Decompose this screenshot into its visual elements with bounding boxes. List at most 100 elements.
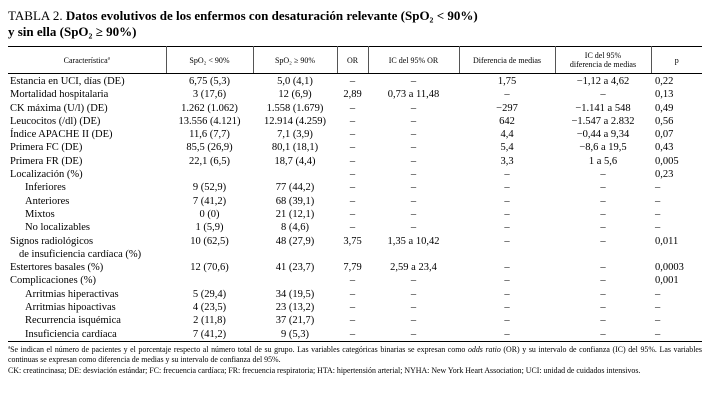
cell-ic-or: – (410, 328, 417, 340)
cell-ic-dif: −1,12 a 4,62 (576, 76, 630, 87)
table-row: Leucocitos (/dl) (DE) 13.556 (4.121) 12.91… (8, 115, 702, 128)
cell-c1: 1.262 (1.062) (181, 102, 238, 114)
cell-p: – (655, 302, 661, 314)
cell-or: – (349, 195, 356, 207)
row-label: Localización (%) (10, 169, 83, 181)
cell-dif: – (504, 89, 510, 101)
cell-c1: 1 (5,9) (195, 222, 224, 234)
cell-c2: 23 (13,2) (275, 302, 315, 314)
row-label: No localizables (25, 222, 91, 234)
cell-p: – (655, 315, 661, 327)
table-row: Arritmias hiperactivas 5 (29,4) 34 (19,5) –… (8, 288, 702, 301)
cell-dif: – (504, 222, 510, 234)
cell-c1: 6,75 (5,3) (188, 76, 231, 87)
cell-ic-dif: −8,6 a 19,5 (579, 142, 627, 154)
row-label: Insuficiencia cardíaca (25, 328, 117, 340)
cell-or: – (349, 155, 356, 167)
row-label: Primera FR (DE) (10, 155, 83, 167)
table-row: Índice APACHE II (DE) 11,6 (7,7) 7,1 (3,9)… (8, 128, 702, 141)
cell-c2: 80,1 (18,1) (271, 142, 319, 154)
cell-c2: 8 (4,6) (281, 222, 309, 234)
table-row: Anteriores 7 (41,2) 68 (39,1) – – – – – (8, 195, 702, 208)
cell-dif: – (504, 288, 510, 300)
data-table: Característicaa SpO₂ < 90% SpO₂ ≥ 90% OR… (8, 46, 702, 342)
cell-c2: 37 (21,7) (275, 315, 315, 327)
cell-ic-dif: −0,44 a 9,34 (576, 129, 630, 141)
cell-dif: – (504, 195, 510, 207)
cell-ic-or: – (410, 169, 417, 181)
cell-or: 2,89 (343, 89, 362, 101)
cell-dif: 4,4 (500, 129, 514, 141)
table-title-line1: Datos evolutivos de los enfermos con des… (65, 8, 478, 23)
table-row: Primera FC (DE) 85,5 (26,9) 80,1 (18,1) – – 5… (8, 141, 702, 154)
row-label: Recurrencia isquémica (25, 315, 121, 327)
cell-c1: 0 (0) (199, 208, 220, 220)
col-header-caracteristica: Característicaa (8, 46, 166, 74)
cell-or: – (349, 328, 356, 340)
cell-ic-dif: – (600, 169, 606, 181)
col-header-p: p (650, 46, 702, 74)
cell-ic-dif: – (600, 89, 606, 101)
row-label: Leucocitos (/dl) (DE) (10, 115, 101, 127)
cell-p: 0,43 (655, 142, 674, 154)
cell-ic-or: – (410, 302, 417, 314)
cell-or: – (349, 115, 356, 127)
cell-or: – (349, 169, 356, 181)
cell-c1: 12 (70,6) (190, 262, 229, 274)
cell-ic-or: – (410, 155, 417, 167)
cell-or: – (349, 182, 356, 194)
cell-c1: 22,1 (6,5) (188, 155, 231, 167)
cell-c2: 68 (39,1) (275, 195, 315, 207)
cell-dif: −297 (496, 102, 518, 114)
cell-or: – (349, 208, 356, 220)
table-row: Localización (%) – – – – 0,23 (8, 168, 702, 181)
cell-dif: 3,3 (500, 155, 514, 167)
row-label-line2: de insuficiencia cardíaca (%) (19, 248, 142, 260)
cell-or: – (349, 76, 356, 87)
cell-c1: 4 (23,5) (192, 302, 227, 314)
cell-c1: 10 (62,5) (190, 235, 229, 247)
col-header-ic-dif-line2: diferencia de medias (569, 60, 637, 69)
col-header-caracteristica-text: Característica (63, 55, 108, 65)
row-label: CK máxima (U/l) (DE) (10, 102, 108, 114)
cell-p: – (655, 195, 661, 207)
row-label: Inferiores (25, 182, 66, 194)
cell-p: 0,0003 (655, 262, 684, 274)
cell-dif: – (504, 262, 510, 274)
cell-p: 0,011 (655, 235, 679, 247)
cell-c2: 48 (27,9) (275, 235, 315, 247)
cell-ic-dif: – (600, 302, 606, 314)
cell-dif: – (504, 235, 510, 247)
cell-or: – (349, 315, 356, 327)
cell-p: 0,001 (655, 275, 679, 287)
cell-ic-dif: – (600, 328, 606, 340)
cell-ic-or: 2,59 a 23,4 (390, 262, 437, 274)
cell-ic-or: – (410, 222, 417, 234)
cell-dif: 642 (499, 115, 515, 127)
col-header-or: OR (336, 46, 368, 74)
row-label: Anteriores (25, 195, 70, 207)
cell-p: – (655, 182, 661, 194)
cell-c2: 1.558 (1.679) (266, 102, 324, 114)
cell-ic-or: – (410, 288, 417, 300)
row-label: Mixtos (25, 208, 55, 220)
table-row: Signos radiológicos de insuficiencia card… (8, 235, 702, 262)
cell-ic-dif: – (600, 195, 606, 207)
cell-ic-dif: – (600, 235, 606, 247)
cell-or: – (349, 302, 356, 314)
footnote-a-text-1: Se indican el número de pacientes y el p… (10, 344, 468, 354)
cell-ic-or: – (410, 208, 417, 220)
footnote-marker-a: a (107, 55, 110, 61)
table-row: Inferiores 9 (52,9) 77 (44,2) – – – – – (8, 181, 702, 194)
cell-dif: 5,4 (500, 142, 514, 154)
table-title: TABLA 2. Datos evolutivos de los enfermo… (8, 8, 702, 40)
cell-or: – (349, 142, 356, 154)
table-row: Estertores basales (%) 12 (70,6) 41 (23,7)… (8, 261, 702, 274)
table-row: No localizables 1 (5,9) 8 (4,6) – – – – – (8, 221, 702, 234)
footnotes: aSe indican el número de pacientes y el … (8, 345, 702, 376)
cell-ic-or: – (410, 102, 417, 114)
cell-c1: 7 (41,2) (192, 328, 227, 340)
cell-c1 (166, 274, 253, 287)
cell-ic-or: 0,73 a 11,48 (387, 89, 440, 101)
cell-ic-or: 1,35 a 10,42 (387, 235, 440, 247)
